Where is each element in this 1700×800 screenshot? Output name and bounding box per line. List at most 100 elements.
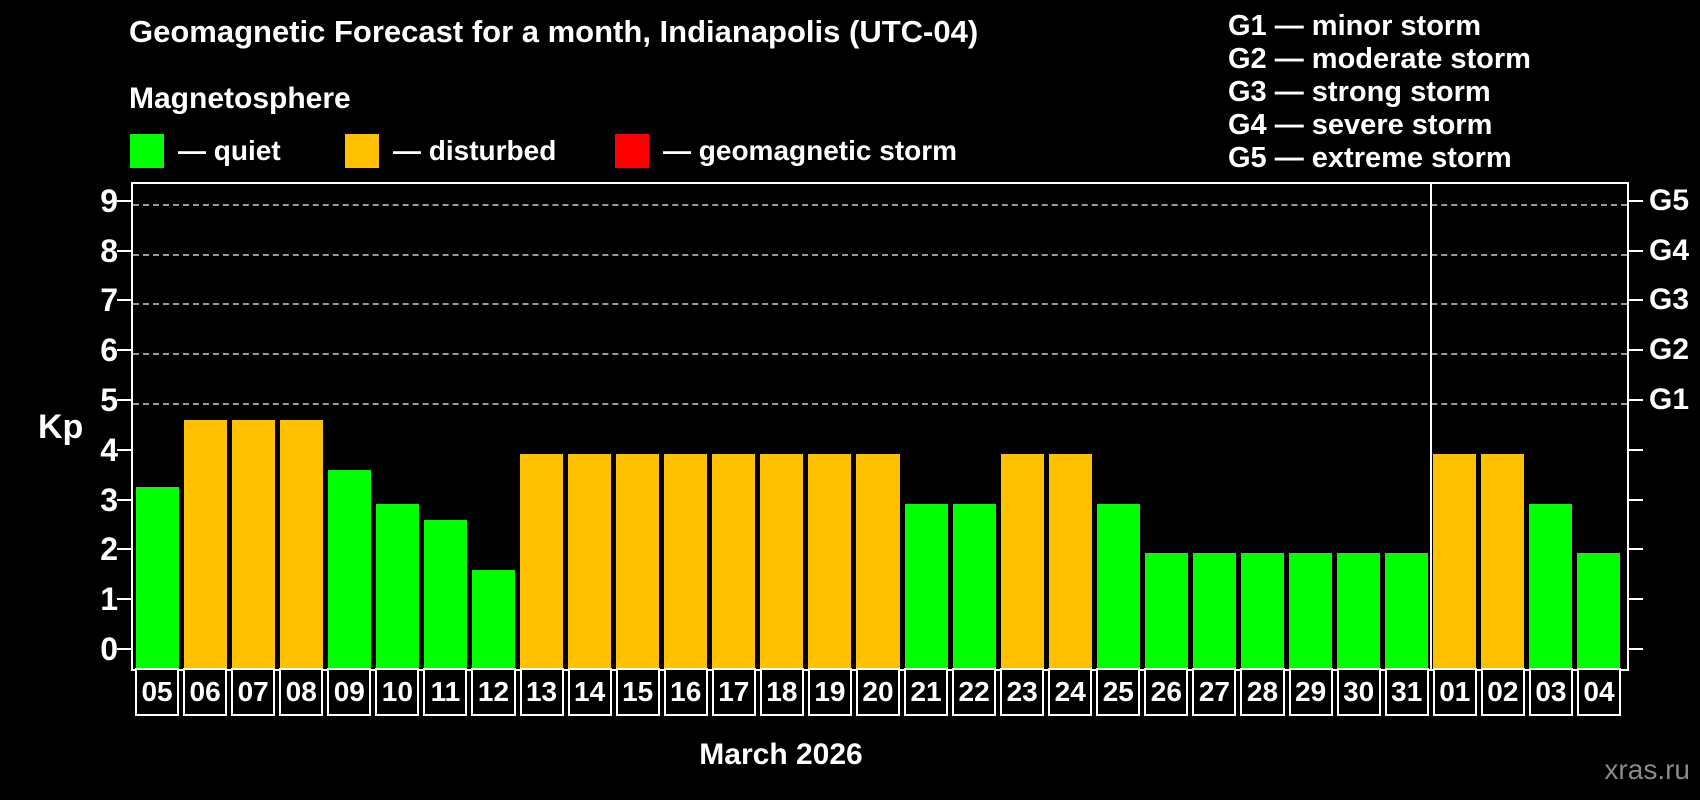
bar-day-02 (1481, 453, 1525, 669)
legend-item-storm: — geomagnetic storm (615, 131, 957, 171)
left-tick-kp4 (117, 448, 131, 451)
day-label-05: 05 (135, 668, 180, 716)
y-axis-label: Kp (38, 408, 84, 446)
bar-day-29 (1289, 553, 1333, 669)
g-legend-line-4: G4 — severe storm (1228, 109, 1493, 141)
bar-day-11 (423, 520, 467, 669)
right-tick-kp2 (1629, 548, 1643, 551)
day-label-10: 10 (375, 668, 420, 716)
left-tick-kp8 (117, 249, 131, 252)
bar-day-13 (520, 453, 564, 669)
watermark: xras.ru (1604, 754, 1690, 785)
day-label-25: 25 (1096, 668, 1141, 716)
g-scale-legend: G1 — minor storm G2 — moderate storm G3 — … (1228, 10, 1531, 175)
bar-day-24 (1048, 453, 1092, 669)
day-label-03: 03 (1528, 668, 1573, 716)
gridline-kp9 (133, 203, 1627, 206)
bar-day-12 (471, 569, 515, 669)
bar-day-20 (856, 453, 900, 669)
day-label-12: 12 (471, 668, 516, 716)
bar-day-15 (616, 453, 660, 669)
left-tick-kp7 (117, 299, 131, 302)
bar-day-07 (231, 420, 275, 669)
month-separator-line (1429, 184, 1432, 669)
legend-label-quiet: — quiet (178, 135, 281, 166)
day-label-09: 09 (327, 668, 372, 716)
g-level-label-g3: G3 (1649, 283, 1690, 317)
day-label-13: 13 (519, 668, 564, 716)
left-tick-kp6 (117, 349, 131, 352)
day-label-28: 28 (1240, 668, 1285, 716)
gridline-kp7 (133, 303, 1627, 306)
g-level-label-g4: G4 (1649, 233, 1690, 267)
day-label-18: 18 (759, 668, 804, 716)
day-label-08: 08 (279, 668, 324, 716)
legend-label-storm: — geomagnetic storm (663, 135, 958, 166)
day-label-02: 02 (1480, 668, 1525, 716)
day-label-26: 26 (1144, 668, 1189, 716)
y-tick-label-3: 3 (100, 481, 118, 518)
day-label-22: 22 (952, 668, 997, 716)
day-label-30: 30 (1336, 668, 1381, 716)
day-label-06: 06 (183, 668, 228, 716)
gridline-kp5 (133, 403, 1627, 405)
legend-swatch-quiet (130, 134, 164, 168)
g-level-label-g2: G2 (1649, 333, 1690, 367)
g-legend-line-3: G3 — strong storm (1228, 76, 1491, 108)
day-label-29: 29 (1288, 668, 1333, 716)
bar-day-05 (135, 487, 179, 669)
gridline-kp6 (133, 353, 1627, 356)
day-label-04: 04 (1576, 668, 1621, 716)
day-label-24: 24 (1048, 668, 1093, 716)
legend-item-quiet: — quiet (130, 131, 281, 171)
bar-day-04 (1577, 553, 1621, 669)
bar-day-26 (1144, 553, 1188, 669)
left-tick-kp2 (117, 548, 131, 551)
y-tick-label-6: 6 (100, 332, 118, 369)
g-legend-line-5: G5 — extreme storm (1228, 142, 1512, 174)
x-axis-month-label: March 2026 (699, 738, 863, 771)
bar-day-01 (1433, 453, 1477, 669)
right-tick-kp7 (1629, 299, 1643, 302)
right-tick-kp5 (1629, 399, 1643, 401)
bar-day-23 (1000, 453, 1044, 669)
right-tick-kp8 (1629, 249, 1643, 252)
y-tick-label-1: 1 (100, 581, 118, 618)
bar-day-06 (183, 420, 227, 669)
bar-day-21 (904, 503, 948, 669)
g-level-label-g5: G5 (1649, 183, 1690, 217)
left-tick-kp9 (117, 199, 131, 202)
bar-day-09 (327, 470, 371, 669)
gridline-kp8 (133, 253, 1627, 256)
g-legend-line-2: G2 — moderate storm (1228, 43, 1531, 75)
day-label-16: 16 (663, 668, 708, 716)
bar-day-18 (760, 453, 804, 669)
day-label-17: 17 (711, 668, 756, 716)
right-tick-kp4 (1629, 448, 1643, 451)
legend-swatch-disturbed (345, 134, 379, 168)
left-tick-kp1 (117, 598, 131, 601)
g-level-label-g1: G1 (1649, 383, 1690, 416)
y-tick-label-5: 5 (100, 382, 118, 418)
right-tick-kp1 (1629, 598, 1643, 601)
left-tick-kp5 (117, 399, 131, 401)
bar-day-28 (1240, 553, 1285, 669)
bar-day-22 (952, 503, 996, 669)
bar-day-10 (375, 503, 419, 669)
y-tick-label-2: 2 (100, 531, 118, 568)
left-tick-kp0 (117, 648, 131, 650)
day-label-31: 31 (1384, 668, 1429, 716)
y-tick-label-7: 7 (100, 282, 118, 319)
bar-day-27 (1192, 553, 1236, 669)
right-tick-kp0 (1629, 648, 1643, 650)
bar-day-17 (712, 453, 756, 669)
magnetosphere-label: Magnetosphere (129, 82, 351, 115)
y-tick-label-0: 0 (100, 631, 118, 667)
day-label-21: 21 (904, 668, 949, 716)
day-label-14: 14 (567, 668, 612, 716)
y-tick-label-9: 9 (100, 182, 118, 219)
bar-day-31 (1385, 553, 1429, 669)
left-tick-kp3 (117, 498, 131, 501)
bar-day-30 (1337, 553, 1381, 669)
